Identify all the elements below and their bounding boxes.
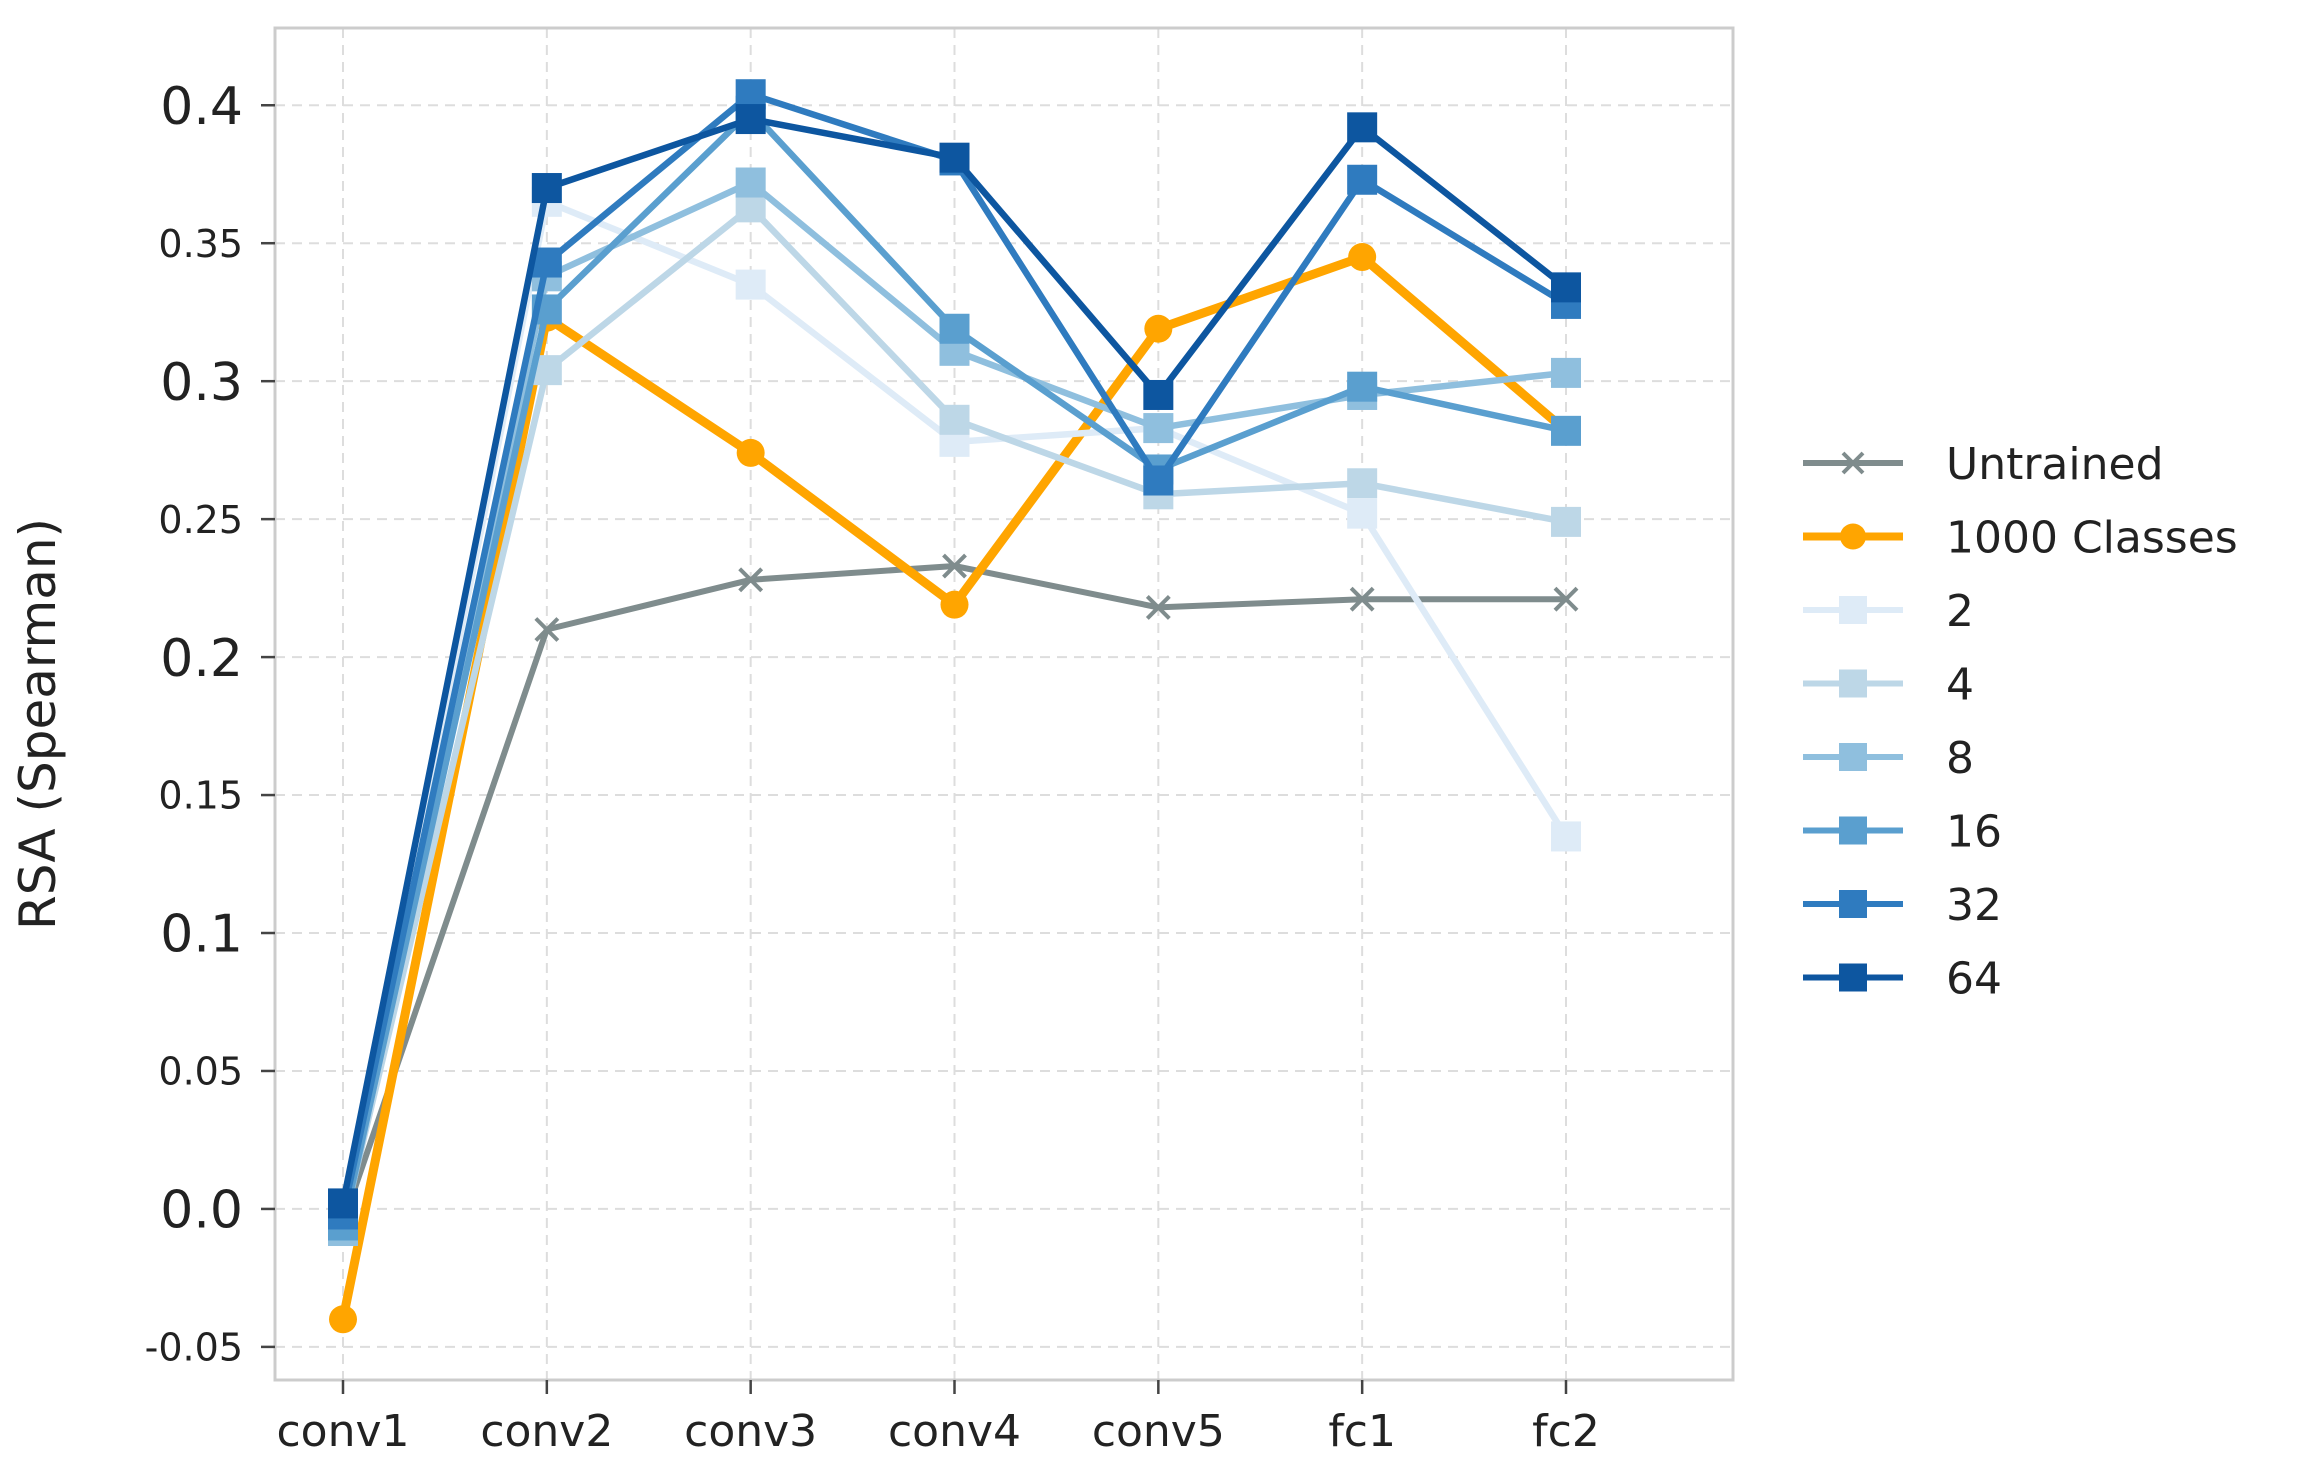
legend-label-64: 64	[1946, 954, 2002, 1005]
point-2-fc2	[1551, 821, 1581, 852]
point-64-conv2	[531, 173, 562, 204]
point-1000-classes-conv1	[329, 1305, 357, 1334]
legend-item-32: 32	[1803, 880, 2002, 931]
x-tick-label-conv1: conv1	[276, 1406, 409, 1457]
point-untrained-conv5	[1145, 595, 1171, 620]
point-4-conv4	[939, 404, 970, 435]
y-tick-label-0-1: 0.1	[160, 905, 243, 965]
point-8-fc2	[1551, 357, 1581, 388]
y-tick-label-0-4: 0.4	[160, 77, 243, 137]
series-64	[328, 104, 1581, 1219]
legend-label-untrained: Untrained	[1946, 439, 2164, 490]
legend-marker-16	[1839, 816, 1867, 845]
point-64-conv3	[735, 104, 766, 135]
point-4-fc2	[1551, 506, 1581, 537]
axis-ticks: conv1 conv2 conv3 conv4 conv5 fc1 fc2 -0.05 0.0 0…	[145, 77, 1600, 1457]
point-8-conv5	[1143, 413, 1174, 444]
legend-label-16: 16	[1946, 807, 2002, 858]
legend-marker-4	[1839, 669, 1867, 698]
point-4-fc1	[1347, 468, 1378, 499]
y-tick-label-0-05: -0.05	[145, 1326, 243, 1370]
point-64-conv4	[939, 142, 970, 173]
legend: Untrained 1000 Classes 2 4 8 16 32 64	[1803, 439, 2238, 1005]
point-64-fc2	[1551, 272, 1581, 303]
y-tick-label-0-2: 0.2	[160, 629, 243, 689]
y-axis-label: RSA (Spearman)	[9, 518, 67, 930]
legend-marker-8	[1839, 743, 1867, 771]
legend-item-8: 8	[1803, 733, 1974, 784]
x-tick-label-fc1: fc1	[1328, 1406, 1396, 1457]
point-64-fc1	[1347, 112, 1378, 143]
legend-label-2: 2	[1946, 586, 1974, 637]
point-2-fc1	[1347, 498, 1378, 529]
legend-label-4: 4	[1946, 660, 1974, 711]
y-tick-label-0-3: 0.3	[160, 353, 243, 413]
legend-marker-64	[1839, 963, 1867, 992]
point-64-conv5	[1143, 379, 1174, 410]
point-16-fc1	[1347, 371, 1378, 402]
legend-marker-untrained	[1841, 451, 1865, 475]
legend-item-2: 2	[1803, 586, 1974, 637]
point-16-conv4	[939, 313, 970, 344]
y-tick-label-0-0: 0.0	[160, 1181, 243, 1241]
legend-item-64: 64	[1803, 954, 2002, 1005]
grid-lines	[275, 28, 1733, 1380]
point-32-conv5	[1143, 465, 1174, 496]
point-1000-classes-conv4	[940, 590, 969, 619]
point-untrained-fc1	[1349, 586, 1375, 612]
series-layer	[328, 79, 1581, 1334]
point-16-fc2	[1551, 415, 1581, 446]
point-untrained-conv3	[738, 567, 764, 593]
legend-marker-32	[1839, 890, 1867, 918]
x-tick-label-conv4: conv4	[888, 1406, 1021, 1457]
point-64-conv1	[328, 1188, 358, 1219]
series-line-32	[339, 90, 1568, 1216]
y-tick-label-0-15: 0.15	[158, 774, 243, 818]
legend-item-1000-classes: 1000 Classes	[1803, 513, 2238, 564]
point-untrained-conv4	[942, 553, 967, 579]
legend-item-4: 4	[1803, 660, 1974, 711]
legend-label-32: 32	[1946, 880, 2002, 931]
legend-marker-2	[1839, 596, 1867, 624]
x-tick-label-fc2: fc2	[1532, 1406, 1600, 1457]
legend-marker-1000-classes	[1840, 523, 1866, 550]
legend-item-16: 16	[1803, 807, 2002, 858]
legend-label-1000-classes: 1000 Classes	[1946, 513, 2238, 564]
plot-frame	[273, 26, 1735, 1382]
x-tick-label-conv2: conv2	[480, 1406, 613, 1457]
point-2-conv3	[735, 269, 766, 300]
point-8-conv3	[735, 167, 766, 198]
x-tick-label-conv5: conv5	[1092, 1406, 1225, 1457]
point-untrained-fc2	[1553, 586, 1579, 612]
y-tick-label-0-35: 0.35	[158, 222, 243, 266]
point-1000-classes-conv5	[1144, 314, 1173, 343]
point-untrained-conv2	[534, 617, 560, 642]
y-tick-label-0-25: 0.25	[158, 498, 243, 542]
point-1000-classes-conv3	[736, 438, 765, 467]
point-32-fc1	[1347, 164, 1378, 195]
x-tick-label-conv3: conv3	[684, 1406, 817, 1457]
legend-item-untrained: Untrained	[1803, 439, 2164, 490]
legend-label-8: 8	[1946, 733, 1974, 784]
y-tick-label-0-05: 0.05	[158, 1050, 243, 1094]
point-1000-classes-fc1	[1348, 243, 1377, 272]
